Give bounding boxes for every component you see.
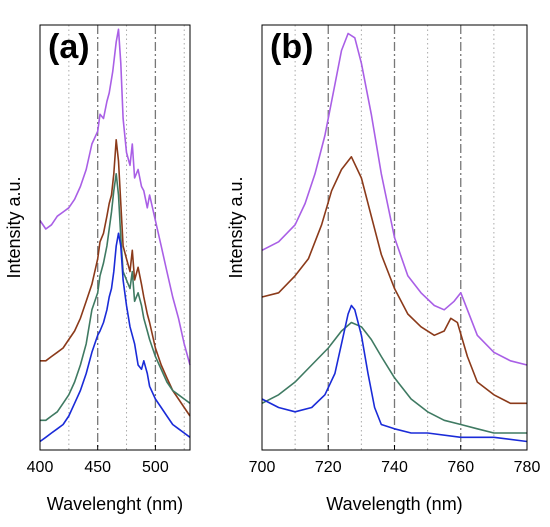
series-line-3 — [261, 321, 527, 434]
x-tick-label-780: 780 — [514, 459, 541, 476]
panel-a-reference-lines — [68, 25, 185, 450]
series-line-4 — [261, 304, 528, 443]
x-tick-label-720: 720 — [315, 459, 342, 476]
series-line-1 — [261, 32, 528, 366]
x-tick-label-450: 450 — [84, 459, 111, 476]
panel-b-series-layer — [261, 32, 528, 443]
series-line-2 — [261, 156, 527, 405]
panel-b-x-ticks: 700 720 740 760 780 — [249, 445, 541, 476]
series-line-1 — [39, 28, 191, 366]
x-tick-label-500: 500 — [142, 459, 169, 476]
x-tick-label-700: 700 — [249, 459, 276, 476]
panel-a-series-layer — [39, 28, 191, 443]
panel-b-x-axis-label: Wavelength (nm) — [326, 494, 462, 514]
panel-a-label: (a) — [48, 28, 90, 66]
series-line-4 — [39, 232, 191, 443]
series-line-3 — [40, 173, 191, 422]
panel-b-y-axis-label: Intensity a.u. — [226, 176, 246, 278]
x-tick-label-400: 400 — [27, 459, 54, 476]
panel-a: 400 450 500 (a) Wavelenght (nm) Intensity … — [4, 24, 191, 514]
panel-a-y-axis-label: Intensity a.u. — [4, 176, 24, 278]
x-tick-label-740: 740 — [381, 459, 408, 476]
x-tick-label-760: 760 — [447, 459, 474, 476]
panel-a-frame — [39, 24, 191, 451]
panel-a-x-ticks: 400 450 500 — [27, 445, 169, 476]
panel-b-label: (b) — [270, 28, 313, 66]
panel-a-x-axis-label: Wavelenght (nm) — [47, 494, 183, 514]
series-line-2 — [40, 139, 191, 417]
panel-b-frame — [261, 24, 528, 451]
panel-b: 700 720 740 760 780 (b) Wavelength (nm) Inte… — [226, 24, 541, 514]
